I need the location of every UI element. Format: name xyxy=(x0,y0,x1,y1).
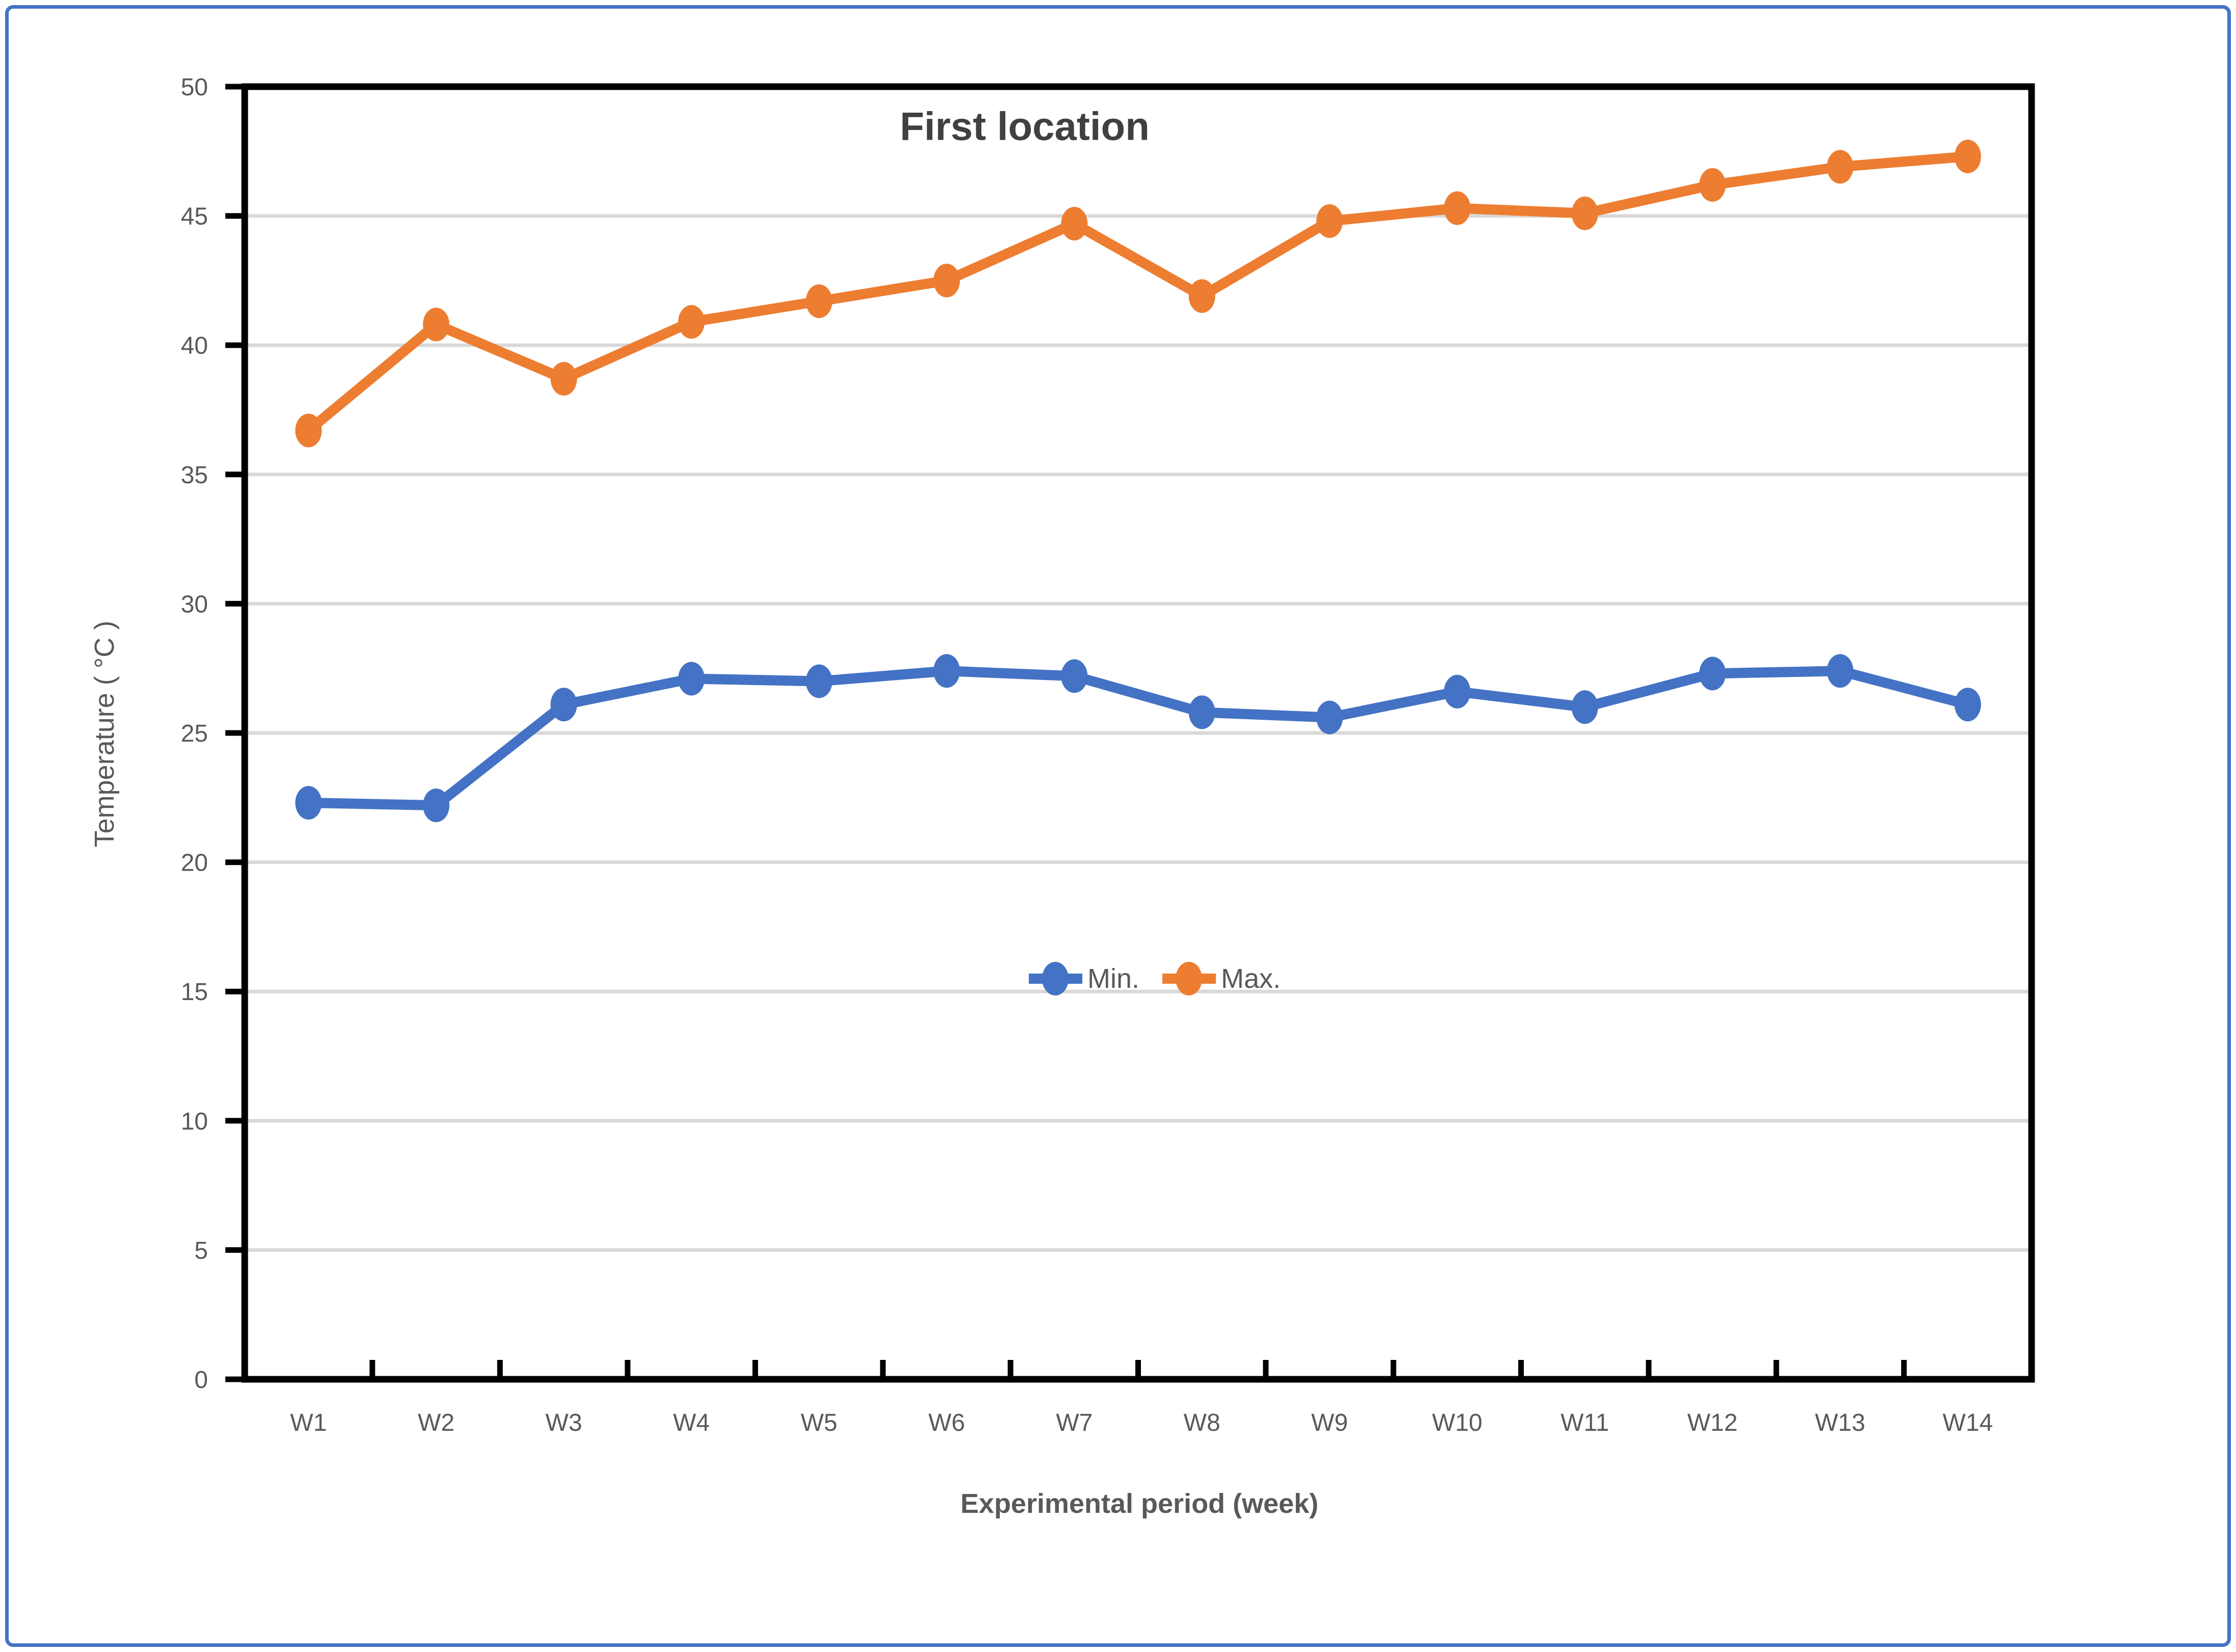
min-series-marker xyxy=(1954,688,1981,722)
y-tick-label: 5 xyxy=(194,1237,208,1264)
chart-title: First location xyxy=(900,103,1150,149)
x-tick-label: W2 xyxy=(418,1409,455,1436)
max-series-marker xyxy=(1699,168,1726,202)
legend-item-max: Max. xyxy=(1162,961,1281,997)
x-tick-label: W12 xyxy=(1687,1409,1738,1436)
y-tick-label: 50 xyxy=(181,74,208,101)
x-tick-label: W1 xyxy=(290,1409,327,1436)
min-series-marker xyxy=(1188,695,1215,729)
max-series-marker xyxy=(1954,139,1981,173)
x-tick-label: W13 xyxy=(1815,1409,1865,1436)
legend-label-max: Max. xyxy=(1221,963,1281,994)
legend: Min. Max. xyxy=(1029,961,1281,997)
y-tick-label: 15 xyxy=(181,979,208,1006)
min-series-marker xyxy=(423,789,450,823)
max-series-marker xyxy=(1188,279,1215,313)
max-series-marker xyxy=(1571,196,1598,230)
max-series-marker xyxy=(550,362,577,396)
min-series-marker xyxy=(678,662,705,696)
min-series-marker xyxy=(933,654,960,688)
y-tick-label: 0 xyxy=(194,1367,208,1394)
min-series-line xyxy=(303,666,1973,811)
legend-marker-max xyxy=(1176,962,1203,995)
legend-marker-min xyxy=(1042,962,1069,995)
x-tick-label: W11 xyxy=(1561,1409,1609,1436)
max-series-marker xyxy=(678,305,705,339)
x-tick-label: W14 xyxy=(1942,1409,1993,1436)
x-tick-label: W7 xyxy=(1056,1409,1093,1436)
y-tick-label: 10 xyxy=(181,1108,208,1135)
y-tick-label: 45 xyxy=(181,203,208,230)
min-series-marker xyxy=(805,664,833,698)
plot-frame xyxy=(241,83,2035,1383)
legend-label-min: Min. xyxy=(1087,963,1140,994)
max-series-marker xyxy=(933,264,960,298)
max-series-marker xyxy=(805,284,833,318)
max-series-marker xyxy=(295,413,322,448)
max-series-line xyxy=(303,151,1973,436)
max-series-marker xyxy=(1827,150,1854,184)
y-tick-label: 30 xyxy=(181,591,208,618)
x-tick-label: W3 xyxy=(545,1409,582,1436)
y-tick-label: 35 xyxy=(181,462,208,489)
x-tick-label: W10 xyxy=(1432,1409,1483,1436)
min-series-marker xyxy=(1571,690,1598,724)
y-axis-title: Temperature ( °C ) xyxy=(89,620,120,848)
y-tick-label: 25 xyxy=(181,720,208,747)
min-series-marker xyxy=(1827,654,1854,688)
legend-swatch-max xyxy=(1162,962,1216,995)
min-series-marker xyxy=(1444,674,1471,709)
x-tick-label: W5 xyxy=(801,1409,838,1436)
y-tick-label: 40 xyxy=(181,332,208,359)
min-series-marker xyxy=(1316,700,1343,735)
min-series-marker xyxy=(295,785,322,820)
x-tick-label: W8 xyxy=(1184,1409,1220,1436)
max-series-marker xyxy=(1444,191,1471,225)
min-series-marker xyxy=(1699,657,1726,691)
max-series-marker xyxy=(1061,206,1088,241)
x-tick-label: W9 xyxy=(1311,1409,1348,1436)
legend-swatch-min xyxy=(1029,962,1082,995)
max-series-marker xyxy=(1316,204,1343,238)
max-series-marker xyxy=(423,307,450,342)
x-axis-title: Experimental period (week) xyxy=(960,1488,1319,1519)
legend-item-min: Min. xyxy=(1029,961,1139,997)
min-series-marker xyxy=(1061,659,1088,693)
min-series-marker xyxy=(550,688,577,722)
y-tick-label: 20 xyxy=(181,850,208,877)
x-tick-label: W6 xyxy=(928,1409,965,1436)
x-tick-label: W4 xyxy=(673,1409,710,1436)
